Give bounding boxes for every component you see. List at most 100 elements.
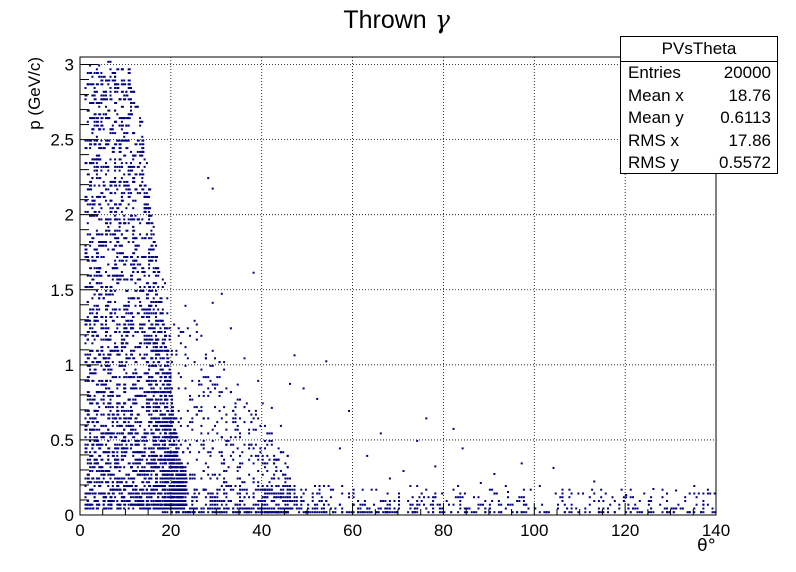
data-marker [702, 503, 705, 506]
data-marker [432, 511, 435, 514]
data-marker [166, 383, 170, 386]
data-marker [152, 282, 156, 285]
chart-title: Thrown [343, 6, 426, 34]
data-marker [102, 165, 105, 168]
data-marker [338, 447, 341, 450]
data-marker [127, 87, 131, 89]
data-marker [152, 439, 155, 442]
data-marker [93, 143, 97, 146]
data-marker [252, 503, 255, 506]
data-marker [184, 503, 187, 506]
data-marker [148, 274, 151, 277]
data-marker [248, 428, 251, 431]
data-marker [164, 387, 166, 390]
data-marker [182, 511, 185, 514]
data-marker [177, 511, 180, 514]
data-marker [168, 327, 171, 330]
data-marker [159, 485, 163, 487]
data-marker [270, 511, 273, 514]
data-marker [95, 316, 98, 318]
data-marker [252, 481, 255, 484]
data-marker [482, 503, 484, 506]
data-marker [95, 169, 98, 172]
data-marker [300, 496, 303, 499]
data-marker [423, 496, 425, 499]
data-marker [479, 503, 482, 506]
data-marker [86, 492, 90, 495]
data-points [84, 60, 716, 514]
data-marker [130, 353, 133, 356]
data-marker [239, 500, 241, 502]
data-marker [111, 72, 114, 74]
data-marker [134, 259, 138, 262]
data-marker [316, 507, 319, 510]
data-marker [684, 500, 687, 502]
data-marker [352, 496, 355, 499]
data-marker [570, 503, 573, 506]
data-marker [320, 500, 323, 502]
data-marker [100, 241, 104, 243]
data-marker [261, 454, 264, 457]
data-marker [141, 316, 145, 318]
data-marker [173, 466, 177, 469]
data-marker [488, 488, 491, 491]
data-marker [84, 447, 88, 450]
data-marker [293, 488, 296, 491]
data-marker [84, 424, 87, 427]
data-marker [107, 203, 110, 206]
data-marker [114, 447, 118, 450]
data-marker [93, 496, 96, 499]
data-marker [266, 488, 269, 491]
data-marker [254, 413, 257, 416]
data-marker [95, 135, 98, 138]
data-marker [175, 473, 178, 476]
data-marker [170, 421, 173, 424]
data-marker [116, 485, 119, 487]
data-marker [148, 222, 151, 225]
data-marker [84, 147, 88, 150]
data-marker [86, 503, 89, 506]
data-marker [100, 470, 104, 472]
data-marker [329, 507, 332, 510]
data-marker [600, 511, 603, 514]
data-marker [211, 492, 214, 495]
data-marker [127, 218, 130, 221]
data-marker [111, 349, 115, 352]
data-marker [132, 428, 135, 431]
data-marker [432, 503, 435, 506]
data-marker [148, 263, 151, 266]
data-marker [109, 158, 112, 161]
data-marker [102, 195, 106, 198]
data-marker [155, 334, 157, 337]
data-marker [157, 507, 161, 510]
data-marker [434, 496, 437, 499]
data-marker [95, 252, 99, 255]
data-marker [127, 222, 130, 225]
data-marker [166, 372, 169, 375]
data-marker [105, 90, 107, 93]
data-marker [93, 485, 96, 487]
data-marker [155, 402, 157, 405]
data-marker [168, 507, 171, 510]
data-marker [159, 439, 162, 442]
data-marker [157, 458, 161, 461]
data-marker [286, 466, 289, 469]
data-marker [168, 424, 172, 427]
data-marker [89, 372, 93, 375]
data-marker [102, 402, 105, 405]
data-marker [150, 383, 153, 386]
data-marker [166, 421, 169, 424]
data-marker [227, 466, 230, 469]
data-marker [91, 477, 94, 480]
data-marker [84, 361, 88, 364]
data-marker [243, 357, 246, 360]
data-marker [143, 207, 147, 210]
data-marker [145, 346, 148, 349]
data-marker [127, 492, 131, 495]
data-marker [168, 428, 171, 431]
data-marker [193, 406, 196, 409]
data-marker [613, 511, 616, 514]
data-marker [218, 391, 221, 394]
data-marker [145, 316, 148, 318]
data-marker [211, 439, 214, 442]
